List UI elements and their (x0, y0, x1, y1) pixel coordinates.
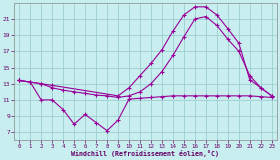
X-axis label: Windchill (Refroidissement éolien,°C): Windchill (Refroidissement éolien,°C) (71, 150, 220, 157)
